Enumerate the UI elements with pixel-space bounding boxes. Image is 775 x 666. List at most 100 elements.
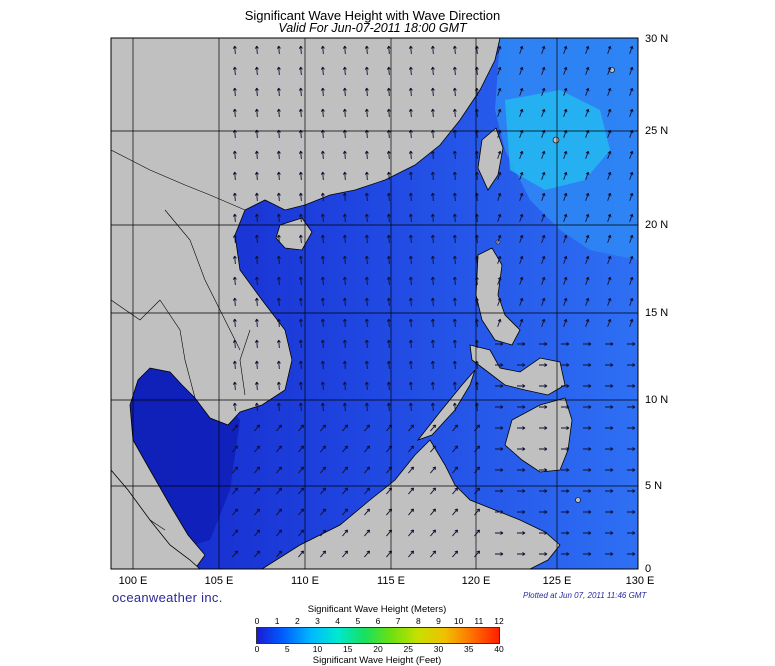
- x-tick-label: 110 E: [291, 575, 319, 587]
- wave-arrow: [629, 45, 634, 54]
- wave-arrow: [563, 66, 568, 75]
- wave-arrow: [627, 531, 636, 535]
- wave-arrow: [607, 192, 612, 201]
- wave-arrow: [585, 255, 590, 264]
- land-taiwan: [477, 127, 504, 191]
- legend-feet-tick: 15: [343, 644, 353, 654]
- wave-arrow: [497, 318, 502, 327]
- wave-arrow: [320, 529, 327, 537]
- wave-arrow: [254, 550, 261, 558]
- wave-arrow: [452, 171, 457, 181]
- wave-arrow: [320, 487, 327, 495]
- wave-arrow: [298, 213, 303, 223]
- wave-arrow: [497, 192, 502, 201]
- wave-arrow: [583, 468, 592, 472]
- wave-arrow: [342, 445, 349, 453]
- wave-arrow: [517, 426, 526, 430]
- wave-arrow: [474, 487, 481, 495]
- wave-arrow: [474, 508, 481, 516]
- wave-arrow: [320, 381, 325, 391]
- wave-arrow: [430, 508, 437, 516]
- wave-arrow: [254, 45, 259, 55]
- island: [552, 136, 560, 144]
- wave-arrow: [541, 234, 546, 243]
- legend-feet-tick: 40: [494, 644, 504, 654]
- legend-feet-tick: 0: [254, 644, 260, 654]
- wave-arrow: [232, 150, 237, 160]
- wave-arrow: [342, 508, 349, 516]
- wave-arrow: [605, 468, 614, 472]
- wave-arrow: [254, 66, 259, 76]
- wave-arrow: [254, 445, 261, 453]
- legend-feet-tick: 25: [403, 644, 413, 654]
- wave-arrow: [408, 550, 415, 558]
- wave-arrow: [364, 171, 369, 181]
- wave-arrow: [629, 171, 634, 180]
- wave-arrow: [232, 529, 239, 537]
- wave-arrow: [320, 508, 327, 516]
- wave-arrow: [408, 150, 413, 160]
- legend-meters-tick: 1: [274, 616, 280, 626]
- wave-arrow: [408, 487, 415, 495]
- wave-arrow: [430, 45, 435, 55]
- wave-arrow: [342, 108, 347, 118]
- wave-arrow: [561, 552, 570, 556]
- wave-arrow: [298, 87, 303, 97]
- wave-direction-arrows: [232, 45, 636, 558]
- wave-arrow: [408, 108, 413, 118]
- wave-arrow: [452, 255, 457, 265]
- wave-arrow: [607, 318, 612, 327]
- wave-arrow: [364, 424, 371, 432]
- wave-arrow: [539, 552, 548, 556]
- wave-arrow: [539, 489, 548, 493]
- wave-arrow: [539, 531, 548, 535]
- wave-arrow: [452, 550, 459, 558]
- wave-arrow: [563, 318, 568, 327]
- wave-arrow: [430, 276, 435, 286]
- wave-arrow: [583, 447, 592, 451]
- wave-arrow: [320, 550, 327, 558]
- wave-arrow: [320, 402, 325, 412]
- wave-arrow: [541, 45, 546, 54]
- wave-arrow: [605, 552, 614, 556]
- wave-arrow: [430, 550, 437, 558]
- wave-arrow: [541, 171, 546, 180]
- wave-arrow: [430, 360, 435, 370]
- land-hainan: [275, 217, 313, 251]
- wave-arrow: [605, 531, 614, 535]
- wave-arrow: [430, 402, 435, 412]
- wave-arrow: [364, 45, 369, 55]
- wave-arrow: [408, 255, 413, 265]
- wave-arrow: [430, 171, 435, 181]
- wave-arrow: [563, 234, 568, 243]
- wave-arrow: [408, 297, 413, 307]
- wave-arrow: [342, 487, 349, 495]
- legend-meters-title: Significant Wave Height (Meters): [307, 604, 447, 615]
- legend-colorbar: [256, 627, 500, 644]
- wave-arrow: [408, 360, 413, 370]
- wave-arrow: [298, 487, 305, 495]
- wave-arrow: [232, 234, 237, 244]
- wave-arrow: [607, 150, 612, 159]
- wave-arrow: [276, 255, 281, 265]
- wave-arrow: [605, 426, 614, 430]
- land-palawan: [416, 369, 476, 441]
- wave-arrow: [541, 108, 546, 117]
- wave-arrow: [430, 255, 435, 265]
- wave-arrow: [320, 318, 325, 328]
- wave-arrow: [342, 339, 347, 349]
- wave-arrow: [408, 445, 415, 453]
- wave-arrow: [517, 384, 526, 388]
- wave-arrow: [364, 234, 369, 244]
- wave-arrow: [254, 529, 261, 537]
- wave-arrow: [430, 150, 435, 160]
- wave-arrow: [386, 276, 391, 286]
- wave-arrow: [320, 45, 325, 55]
- wave-arrow: [298, 508, 305, 516]
- wave-arrow: [276, 339, 281, 349]
- wave-arrow: [539, 468, 548, 472]
- wave-arrow: [364, 297, 369, 307]
- wave-arrow: [298, 276, 303, 286]
- wave-arrow: [408, 276, 413, 286]
- wave-arrow: [561, 342, 570, 346]
